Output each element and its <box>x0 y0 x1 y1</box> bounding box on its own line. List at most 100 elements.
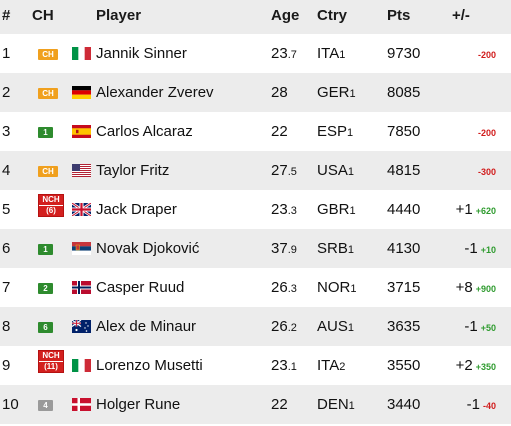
ch-badge: CH <box>38 87 58 99</box>
country-cell: ITA2 <box>317 346 345 385</box>
country-cell: GER1 <box>317 73 356 112</box>
player-name-link[interactable]: Lorenzo Musetti <box>96 357 203 374</box>
country-rank: 1 <box>347 322 354 334</box>
player-name-link[interactable]: Casper Ruud <box>96 279 185 296</box>
player-name-link[interactable]: Alexander Zverev <box>96 84 214 101</box>
table-row[interactable]: 5 NCH (6) Jack Draper 23.3 GBR1 4440 +1 +6… <box>0 190 511 229</box>
table-row[interactable]: 3 1 Carlos Alcaraz 22 ESP1 7850 -200 <box>0 112 511 151</box>
age-cell: 26.3 <box>271 268 297 307</box>
age-cell: 26.2 <box>271 307 297 346</box>
age-int: 23 <box>271 201 288 218</box>
points-diff: -200 <box>477 50 496 60</box>
diff-values: +8 +900 <box>456 268 496 309</box>
diff-cell: +1 +620 <box>438 190 510 229</box>
player-name-link[interactable]: Jack Draper <box>96 201 177 218</box>
ch-cell: 2 <box>38 268 60 307</box>
ch-cell: CH <box>38 151 60 190</box>
country-rank: 1 <box>349 88 356 100</box>
table-header: # CH Player Age Ctry Pts +/- <box>0 0 511 34</box>
country-rank: 1 <box>348 400 355 412</box>
nch-badge-value: (11) <box>39 361 63 372</box>
rank-cell: 1 <box>2 45 11 62</box>
points-cell: 3635 <box>387 318 421 335</box>
age-cell: 27.5 <box>271 151 297 190</box>
age-cell: 23.7 <box>271 34 297 73</box>
norway-flag <box>72 281 91 294</box>
ch-cell: 1 <box>38 112 60 151</box>
nch-badge: NCH (6) <box>38 194 64 217</box>
table-row[interactable]: 10 4 Holger Rune 22 DEN1 3440 -1 -40 <box>0 385 511 424</box>
age-int: 27 <box>271 162 288 179</box>
points-cell: 3440 <box>387 396 421 413</box>
usa-flag <box>72 164 91 177</box>
ctry-header[interactable]: Ctry <box>317 7 348 24</box>
country-code: ESP <box>317 123 348 140</box>
diff-cell: +2 +350 <box>438 346 510 385</box>
points-cell: 4440 <box>387 201 421 218</box>
points-diff: +900 <box>475 284 496 294</box>
country-rank: 2 <box>339 361 346 373</box>
rank-header[interactable]: # <box>2 7 11 24</box>
rank-move: -1 <box>464 318 478 335</box>
ch-badge: 2 <box>38 282 53 294</box>
pts-header[interactable]: Pts <box>387 7 411 24</box>
ch-header[interactable]: CH <box>32 7 54 24</box>
age-header[interactable]: Age <box>271 7 300 24</box>
table-row[interactable]: 6 1 Novak Djoković 37.9 SRB1 4130 -1 +10 <box>0 229 511 268</box>
points-diff: +50 <box>480 323 496 333</box>
country-code: ITA <box>317 357 340 374</box>
table-row[interactable]: 7 2 Casper Ruud 26.3 NOR1 3715 +8 +900 <box>0 268 511 307</box>
diff-cell: +8 +900 <box>438 268 510 307</box>
rank-move: +8 <box>455 279 473 296</box>
points-cell: 3550 <box>387 357 421 374</box>
country-rank: 1 <box>347 166 354 178</box>
ch-badge: 1 <box>38 243 53 255</box>
country-rank: 1 <box>347 244 354 256</box>
table-row[interactable]: 8 6 Alex de Minaur 26.2 AUS1 3635 -1 +50 <box>0 307 511 346</box>
country-cell: NOR1 <box>317 268 356 307</box>
diff-values: -200 <box>478 34 496 75</box>
ch-badge: 6 <box>38 321 53 333</box>
age-cell: 23.1 <box>271 346 297 385</box>
diff-header[interactable]: +/- <box>452 7 470 24</box>
diff-cell: -200 <box>438 34 510 73</box>
diff-cell: -1 -40 <box>438 385 510 424</box>
rank-move: +2 <box>455 357 473 374</box>
country-code: AUS <box>317 318 348 335</box>
player-name-link[interactable]: Novak Djoković <box>96 240 200 257</box>
country-code: ITA <box>317 45 340 62</box>
nch-badge-value: (6) <box>39 205 63 216</box>
age-decimal: .2 <box>287 322 297 334</box>
uk-flag <box>72 203 91 216</box>
age-decimal: .7 <box>287 49 297 61</box>
country-rank: 1 <box>349 205 356 217</box>
player-name-link[interactable]: Carlos Alcaraz <box>96 123 193 140</box>
age-cell: 22 <box>271 385 288 424</box>
player-name-link[interactable]: Taylor Fritz <box>96 162 170 179</box>
points-diff: +10 <box>480 245 496 255</box>
country-rank: 1 <box>347 127 354 139</box>
rank-cell: 6 <box>2 240 11 257</box>
country-code: DEN <box>317 396 349 413</box>
country-rank: 1 <box>339 49 346 61</box>
table-row[interactable]: 9 NCH (11) Lorenzo Musetti 23.1 ITA2 3550… <box>0 346 511 385</box>
age-decimal: .3 <box>287 205 297 217</box>
country-cell: GBR1 <box>317 190 356 229</box>
table-row[interactable]: 4 CH Taylor Fritz 27.5 USA1 4815 -300 <box>0 151 511 190</box>
player-name-link[interactable]: Alex de Minaur <box>96 318 197 335</box>
country-code: GBR <box>317 201 350 218</box>
spain-flag <box>72 125 91 138</box>
table-row[interactable]: 2 CH Alexander Zverev 28 GER1 8085 <box>0 73 511 112</box>
diff-values: -1 +50 <box>464 307 496 348</box>
age-cell: 23.3 <box>271 190 297 229</box>
country-cell: USA1 <box>317 151 354 190</box>
points-cell: 9730 <box>387 45 421 62</box>
points-cell: 3715 <box>387 279 421 296</box>
player-name-link[interactable]: Holger Rune <box>96 396 181 413</box>
rank-cell: 10 <box>2 396 19 413</box>
age-cell: 22 <box>271 112 288 151</box>
diff-cell <box>438 73 510 112</box>
table-row[interactable]: 1 CH Jannik Sinner 23.7 ITA1 9730 -200 <box>0 34 511 73</box>
player-name-link[interactable]: Jannik Sinner <box>96 45 187 62</box>
player-header[interactable]: Player <box>96 7 142 24</box>
